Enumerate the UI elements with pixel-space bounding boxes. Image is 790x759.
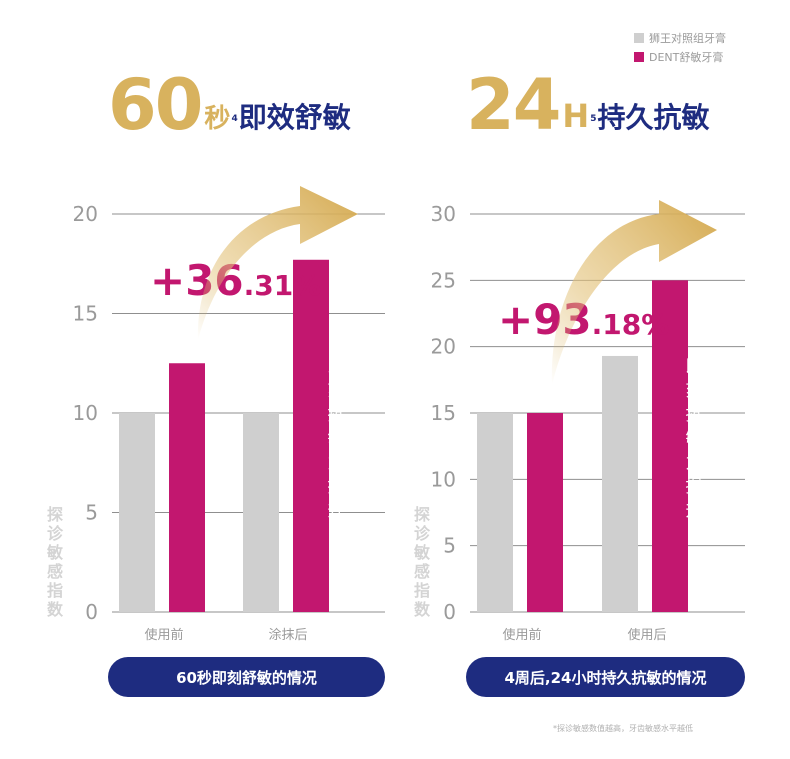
footnote: *探诊敏感数值越高，牙齿敏感水平越低	[553, 724, 693, 733]
y-tick-label: 20	[431, 335, 456, 359]
x-tick-label: 使用后	[627, 627, 666, 643]
caption-pill-left: 60秒即刻舒敏的情况	[108, 657, 385, 697]
y-tick-label: 10	[73, 401, 98, 425]
bar-control-0	[119, 413, 155, 612]
y-axis-label-char: 探	[47, 505, 63, 524]
y-tick-label: 30	[431, 202, 456, 226]
bar-dent-1	[652, 280, 688, 612]
y-axis-label-char: 数	[47, 600, 64, 619]
bar-dent-0	[527, 413, 563, 612]
caption-right: 4周后,24小时持久抗敏的情况	[504, 668, 707, 687]
bar-control-1	[243, 413, 279, 612]
headline-right-number: 24	[466, 64, 561, 146]
bar-label-char: 抗	[686, 405, 703, 425]
legend-label-control: 狮王对照组牙膏	[649, 32, 726, 45]
y-tick-label: 20	[73, 202, 98, 226]
bar-label-char: 升	[328, 501, 345, 521]
bar-label-char: 敏	[328, 429, 345, 449]
headline-right: 24 H 5 持久抗敏	[466, 70, 709, 140]
growth-arrow-right	[551, 200, 717, 385]
y-axis-label-char: 指	[414, 581, 430, 600]
bar-label-char: 升	[686, 501, 703, 521]
bar-label-char: 力	[686, 453, 703, 473]
bar-label-char: 力	[328, 453, 345, 473]
bar-control-1	[602, 355, 638, 612]
y-axis-label-char: 探	[414, 505, 430, 524]
headline-left-number: 60	[108, 64, 203, 146]
y-tick-label: 5	[443, 534, 456, 558]
y-tick-label: 5	[85, 501, 98, 525]
x-tick-label: 涂抹后	[268, 627, 307, 643]
y-axis-label-char: 敏	[46, 543, 64, 562]
y-axis-label-char: 诊	[414, 524, 431, 543]
y-axis-label-char: 感	[414, 562, 430, 581]
y-tick-label: 10	[431, 467, 456, 491]
y-tick-label: 0	[443, 600, 456, 624]
headline-right-text: 持久抗敏	[597, 101, 710, 134]
y-axis-label-char: 数	[414, 600, 431, 619]
y-tick-label: 25	[431, 268, 456, 292]
y-tick-label: 15	[73, 302, 98, 326]
y-tick-label: 15	[431, 401, 456, 425]
headline-right-footnote-mark: 5	[590, 114, 597, 124]
legend-label-dent: DENT舒敏牙膏	[649, 51, 724, 64]
y-axis-label-char: 敏	[413, 543, 431, 562]
x-tick-label: 使用前	[144, 627, 183, 643]
bar-label-char: 提	[328, 477, 345, 497]
bar-dent-0	[169, 363, 205, 612]
legend-swatch-magenta	[634, 52, 644, 62]
x-tick-label: 使用前	[502, 627, 541, 643]
bar-label-char: 提	[686, 477, 703, 497]
legend: 狮王对照组牙膏 DENT舒敏牙膏	[634, 30, 726, 68]
bar-label-char: 即	[328, 357, 345, 377]
y-tick-label: 0	[85, 600, 98, 624]
legend-item-control: 狮王对照组牙膏	[634, 30, 726, 46]
headline-left: 60 秒 4 即效舒敏	[108, 70, 351, 140]
legend-swatch-grey	[634, 33, 644, 43]
bar-label-char: 刻	[328, 381, 345, 401]
headline-left-footnote-mark: 4	[231, 114, 238, 124]
caption-pill-right: 4周后,24小时持久抗敏的情况	[466, 657, 745, 697]
bar-label-char: 抗	[328, 405, 345, 425]
headline-left-text: 即效舒敏	[238, 101, 351, 134]
bar-label-char: 刻	[686, 381, 703, 401]
y-axis-label-char: 诊	[47, 524, 64, 543]
caption-left: 60秒即刻舒敏的情况	[176, 668, 317, 687]
legend-item-dent: DENT舒敏牙膏	[634, 49, 726, 65]
bar-label-char: 敏	[686, 429, 703, 449]
y-axis-label-char: 指	[47, 581, 63, 600]
y-axis-label-char: 感	[47, 562, 63, 581]
bar-dent-1	[293, 259, 329, 612]
bar-control-0	[477, 413, 513, 612]
headline-right-unit: H	[562, 97, 590, 135]
bar-label-char: 即	[686, 357, 703, 377]
headline-left-unit: 秒	[204, 104, 231, 134]
growth-arrow-left	[197, 186, 358, 340]
